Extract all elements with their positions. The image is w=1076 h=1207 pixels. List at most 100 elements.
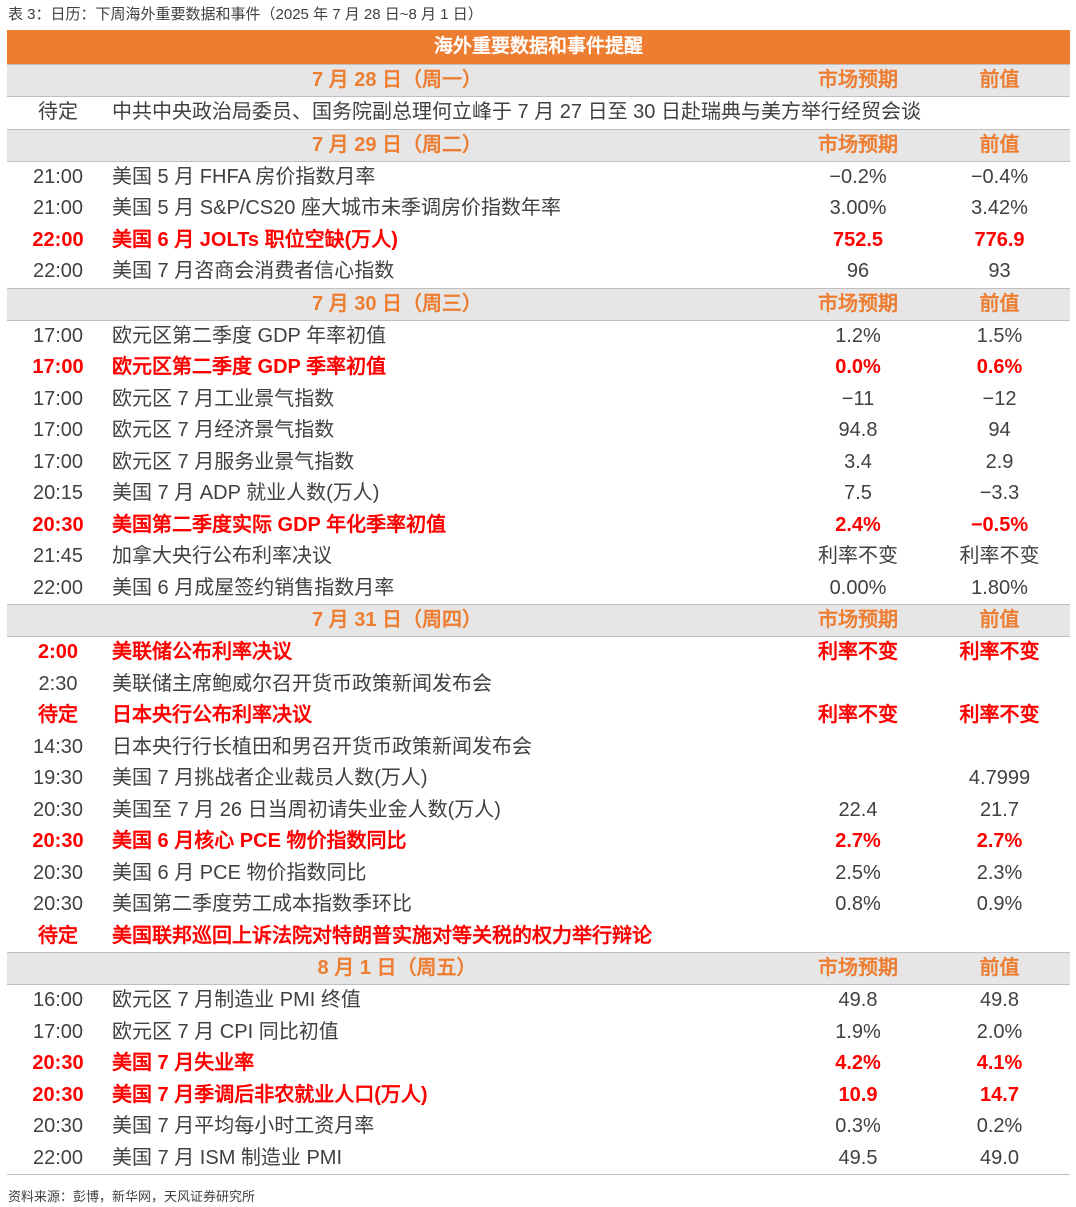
day-header: 8 月 1 日（周五） 市场预期 前值 xyxy=(7,952,1070,985)
event-time: 待定 xyxy=(38,924,78,947)
forecast-value: −11 xyxy=(841,387,875,410)
forecast-value: 2.4% xyxy=(835,513,881,536)
table-row: 待定 日本央行公布利率决议 利率不变 利率不变 xyxy=(7,700,1070,732)
event-name: 加拿大央行公布利率决议 xyxy=(112,545,332,567)
previous-value: 3.42% xyxy=(971,197,1028,219)
event-name: 美国联邦巡回上诉法院对特朗普实施对等关税的权力举行辩论 xyxy=(112,924,652,947)
previous-value: 利率不变 xyxy=(959,641,1040,663)
table-row: 17:00 欧元区 7 月服务业景气指数 3.4 2.9 xyxy=(7,447,1070,479)
previous-value: 利率不变 xyxy=(959,704,1040,726)
event-name: 日本央行行长植田和男召开货币政策新闻发布会 xyxy=(112,735,532,758)
event-time: 14:30 xyxy=(32,735,84,758)
table-row: 20:30 美国至 7 月 26 日当周初请失业金人数(万人) 22.4 21.7 xyxy=(7,795,1070,827)
event-name: 欧元区第二季度 GDP 季率初值 xyxy=(112,356,387,378)
forecast-header: 市场预期 xyxy=(818,957,898,979)
table-row: 14:30 日本央行行长植田和男召开货币政策新闻发布会 xyxy=(7,732,1070,764)
forecast-value: 利率不变 xyxy=(818,545,898,567)
forecast-value: 3.00% xyxy=(829,197,887,219)
previous-value: −12 xyxy=(982,387,1017,410)
event-name: 欧元区 7 月 CPI 同比初值 xyxy=(112,1020,339,1043)
event-name: 欧元区 7 月工业景气指数 xyxy=(112,387,335,410)
forecast-value: 0.0% xyxy=(835,356,881,378)
table-row: 19:30 美国 7 月挑战者企业裁员人数(万人) 4.7999 xyxy=(7,763,1070,795)
previous-value: 94 xyxy=(988,419,1011,441)
previous-value: −3.3 xyxy=(979,482,1020,504)
day-date: 7 月 31 日（周四） xyxy=(311,609,483,631)
event-name: 美国 7 月挑战者企业裁员人数(万人) xyxy=(112,767,428,789)
forecast-header: 市场预期 xyxy=(818,133,898,156)
previous-value: 4.1% xyxy=(976,1052,1023,1074)
table-row: 21:00 美国 5 月 S&P/CS20 座大城市未季调房价指数年率 3.00% 3… xyxy=(7,193,1070,225)
event-time: 22:00 xyxy=(32,1146,84,1169)
table-row: 17:00 欧元区 7 月工业景气指数 −11 −12 xyxy=(7,384,1070,416)
day-header: 7 月 31 日（周四） 市场预期 前值 xyxy=(7,604,1070,637)
table-row: 17:00 欧元区第二季度 GDP 年率初值 1.2% 1.5% xyxy=(7,321,1070,353)
forecast-value: 1.9% xyxy=(835,1020,881,1043)
previous-header: 前值 xyxy=(979,133,1020,156)
event-name: 美国 6 月核心 PCE 物价指数同比 xyxy=(112,830,407,852)
source-note: 资料来源：彭博，新华网，天风证券研究所 xyxy=(8,1189,256,1204)
forecast-value: −0.2% xyxy=(829,165,887,188)
event-time: 17:00 xyxy=(32,419,84,441)
event-time: 20:30 xyxy=(32,1115,84,1137)
previous-header: 前值 xyxy=(979,957,1020,979)
forecast-value: 利率不变 xyxy=(818,704,898,726)
table-row: 16:00 欧元区 7 月制造业 PMI 终值 49.8 49.8 xyxy=(7,985,1070,1017)
previous-header: 前值 xyxy=(979,609,1020,631)
table-row: 21:00 美国 5 月 FHFA 房价指数月率 −0.2% −0.4% xyxy=(7,162,1070,194)
event-name: 美联储主席鲍威尔召开货币政策新闻发布会 xyxy=(112,672,492,695)
forecast-value: 0.8% xyxy=(835,893,881,915)
previous-value: 2.0% xyxy=(976,1020,1023,1043)
event-time: 20:30 xyxy=(32,1083,84,1106)
forecast-value: 1.2% xyxy=(835,324,881,347)
event-time: 22:00 xyxy=(32,228,84,251)
forecast-value: 96 xyxy=(846,260,870,282)
event-time: 17:00 xyxy=(32,387,84,410)
forecast-value: 22.4 xyxy=(838,798,878,821)
table-row: 22:00 美国 6 月成屋签约销售指数月率 0.00% 1.80% xyxy=(7,573,1070,605)
event-name: 美国 5 月 FHFA 房价指数月率 xyxy=(112,165,376,188)
event-name: 欧元区 7 月制造业 PMI 终值 xyxy=(112,989,361,1011)
forecast-value: 0.3% xyxy=(835,1115,881,1137)
previous-value: 4.7999 xyxy=(968,767,1031,789)
day-header: 7 月 30 日（周三） 市场预期 前值 xyxy=(7,287,1070,321)
event-time: 22:00 xyxy=(32,260,84,282)
table-banner: 海外重要数据和事件提醒 xyxy=(7,30,1070,64)
events-table: 海外重要数据和事件提醒 7 月 28 日（周一） 市场预期 前值 待定 中共中央政治局委… xyxy=(7,30,1070,1175)
forecast-value: 利率不变 xyxy=(818,641,898,663)
table-row: 20:30 美国第二季度劳工成本指数季环比 0.8% 0.9% xyxy=(7,889,1070,921)
table-row: 20:30 美国 7 月平均每小时工资月率 0.3% 0.2% xyxy=(7,1111,1070,1143)
event-time: 20:15 xyxy=(32,482,84,504)
day-date: 7 月 28 日（周一） xyxy=(311,69,483,91)
previous-value: 776.9 xyxy=(974,228,1025,251)
table-row: 22:00 美国 6 月 JOLTs 职位空缺(万人) 752.5 776.9 xyxy=(7,225,1070,257)
event-time: 20:30 xyxy=(32,1052,84,1074)
forecast-value: 4.2% xyxy=(835,1052,881,1074)
event-name: 美国 6 月成屋签约销售指数月率 xyxy=(112,576,395,599)
event-name: 美国 7 月失业率 xyxy=(112,1052,255,1074)
previous-value: 0.6% xyxy=(976,356,1023,378)
previous-value: 14.7 xyxy=(980,1083,1019,1106)
event-name: 欧元区 7 月经济景气指数 xyxy=(112,419,335,441)
table-row: 2:30 美联储主席鲍威尔召开货币政策新闻发布会 xyxy=(7,669,1070,701)
table-row: 20:30 美国第二季度实际 GDP 年化季率初值 2.4% −0.5% xyxy=(7,510,1070,542)
previous-header: 前值 xyxy=(979,292,1020,315)
forecast-value: 7.5 xyxy=(844,482,872,504)
forecast-value: 94.8 xyxy=(838,419,878,441)
forecast-header: 市场预期 xyxy=(818,69,898,91)
table-title: 表 3：日历：下周海外重要数据和事件（2025 年 7 月 28 日~8 月 1… xyxy=(8,6,483,23)
table-row: 2:00 美联储公布利率决议 利率不变 利率不变 xyxy=(7,637,1070,669)
forecast-value: 49.8 xyxy=(838,989,878,1011)
previous-value: 49.0 xyxy=(980,1146,1019,1169)
previous-value: −0.4% xyxy=(970,165,1029,188)
event-name: 美联储公布利率决议 xyxy=(112,641,292,663)
forecast-value: 0.00% xyxy=(829,576,887,599)
forecast-value: 2.7% xyxy=(835,830,881,852)
table-row: 22:00 美国 7 月咨商会消费者信心指数 96 93 xyxy=(7,256,1070,288)
day-header: 7 月 29 日（周二） 市场预期 前值 xyxy=(7,128,1070,162)
event-time: 17:00 xyxy=(32,356,84,378)
table-row: 22:00 美国 7 月 ISM 制造业 PMI 49.5 49.0 xyxy=(7,1143,1070,1175)
previous-value: 1.80% xyxy=(971,576,1028,599)
event-name: 美国 7 月咨商会消费者信心指数 xyxy=(112,260,395,282)
event-name: 美国 7 月平均每小时工资月率 xyxy=(112,1115,375,1137)
